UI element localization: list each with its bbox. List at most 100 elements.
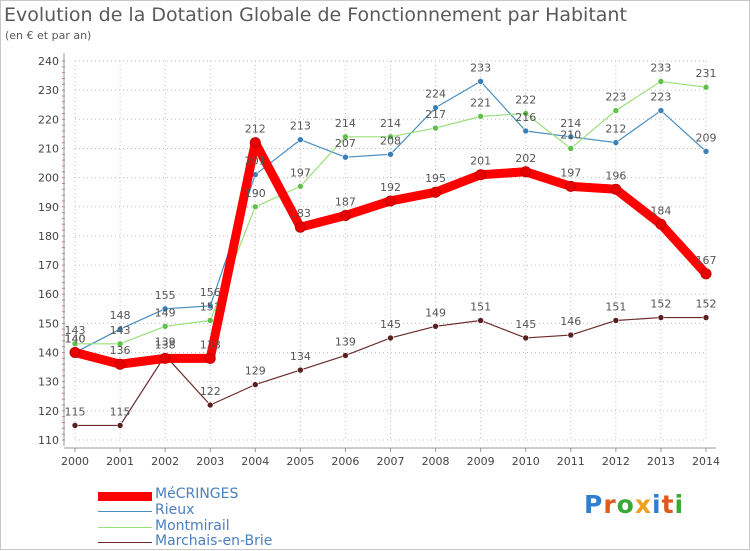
data-point: [116, 422, 124, 429]
chart-subtitle: (en € et par an): [5, 29, 92, 42]
legend-label: Rieux: [155, 502, 195, 518]
data-label: 209: [696, 131, 717, 144]
data-point: [251, 203, 259, 211]
data-point: [159, 352, 171, 364]
logo-letter: P: [584, 490, 604, 519]
data-label: 221: [470, 96, 491, 109]
data-point: [342, 153, 349, 161]
y-tick-label: 200: [38, 172, 59, 185]
data-label: 223: [605, 91, 626, 104]
data-label: 233: [470, 61, 491, 74]
data-label: 223: [650, 91, 671, 104]
data-point: [206, 401, 214, 409]
data-label: 201: [470, 155, 491, 168]
x-tick-label: 2009: [467, 455, 495, 468]
y-tick-label: 120: [38, 405, 59, 418]
data-point: [522, 110, 530, 117]
legend-swatch: [98, 542, 152, 543]
data-label: 197: [560, 166, 581, 179]
data-label: 233: [650, 61, 671, 74]
data-label: 216: [515, 111, 536, 124]
data-point: [432, 104, 439, 111]
data-label: 149: [425, 306, 446, 319]
data-point: [297, 136, 304, 144]
data-point: [610, 183, 622, 195]
y-tick-label: 180: [38, 230, 59, 243]
data-label: 155: [155, 289, 176, 302]
data-point: [655, 218, 667, 230]
x-tick-label: 2013: [647, 455, 675, 468]
data-label: 187: [335, 196, 356, 209]
x-tick-label: 2008: [422, 455, 450, 468]
data-label: 138: [200, 338, 221, 351]
data-point: [342, 352, 349, 359]
data-point: [387, 150, 394, 158]
proxiti-logo: Proxiti: [584, 490, 684, 519]
y-tick-label: 130: [38, 376, 59, 389]
data-label: 129: [245, 365, 266, 378]
data-label: 143: [65, 324, 86, 337]
data-point: [69, 347, 81, 359]
data-label: 217: [425, 108, 446, 121]
data-label: 190: [245, 187, 266, 200]
y-tick-label: 140: [38, 347, 59, 360]
x-tick-label: 2005: [286, 455, 314, 468]
x-tick-label: 2003: [196, 455, 224, 468]
y-tick-label: 190: [38, 201, 59, 214]
data-label: 122: [200, 385, 221, 398]
legend-swatch: [98, 527, 152, 528]
data-point: [294, 221, 306, 233]
data-label: 151: [605, 300, 626, 313]
data-label: 213: [290, 120, 311, 133]
data-point: [432, 322, 439, 330]
data-label: 231: [696, 67, 717, 80]
y-tick-label: 230: [38, 84, 59, 97]
data-point: [430, 186, 442, 198]
data-label: 149: [155, 306, 176, 319]
x-tick-label: 2001: [106, 455, 134, 468]
data-label: 138: [155, 338, 176, 351]
data-point: [432, 124, 439, 132]
y-tick-label: 220: [38, 113, 59, 126]
data-label: 148: [110, 309, 131, 322]
y-tick-label: 210: [38, 142, 59, 155]
data-label: 139: [335, 335, 356, 348]
data-label: 151: [470, 300, 491, 313]
data-label: 201: [245, 155, 266, 168]
y-tick-label: 170: [38, 259, 59, 272]
data-label: 152: [696, 298, 717, 311]
data-label: 224: [425, 88, 446, 101]
data-label: 214: [335, 117, 356, 130]
data-point: [249, 137, 261, 149]
data-point: [702, 148, 710, 155]
data-label: 184: [650, 204, 671, 217]
data-point: [612, 139, 620, 146]
data-point: [567, 331, 575, 339]
data-point: [522, 334, 530, 342]
data-label: 115: [65, 405, 86, 418]
data-point: [297, 183, 304, 190]
data-label: 183: [290, 207, 311, 220]
data-label: 195: [425, 172, 446, 185]
data-label: 210: [560, 128, 581, 141]
data-label: 207: [335, 137, 356, 150]
data-label: 167: [696, 254, 717, 267]
x-tick-label: 2006: [331, 455, 359, 468]
data-point: [700, 268, 712, 280]
data-label: 196: [605, 169, 626, 182]
y-tick-label: 160: [38, 288, 59, 301]
data-point: [206, 302, 214, 310]
legend-swatch: [98, 492, 152, 501]
x-tick-label: 2002: [151, 455, 179, 468]
logo-letter: i: [674, 490, 685, 519]
data-label: 145: [515, 318, 536, 331]
data-label: 151: [200, 300, 221, 313]
x-tick-label: 2012: [602, 455, 630, 468]
y-tick-label: 110: [38, 434, 59, 447]
legend-label: Montmirail: [155, 518, 230, 534]
data-point: [204, 352, 216, 364]
logo-letter: o: [616, 490, 635, 519]
data-label: 140: [65, 333, 86, 346]
data-label: 192: [380, 181, 401, 194]
